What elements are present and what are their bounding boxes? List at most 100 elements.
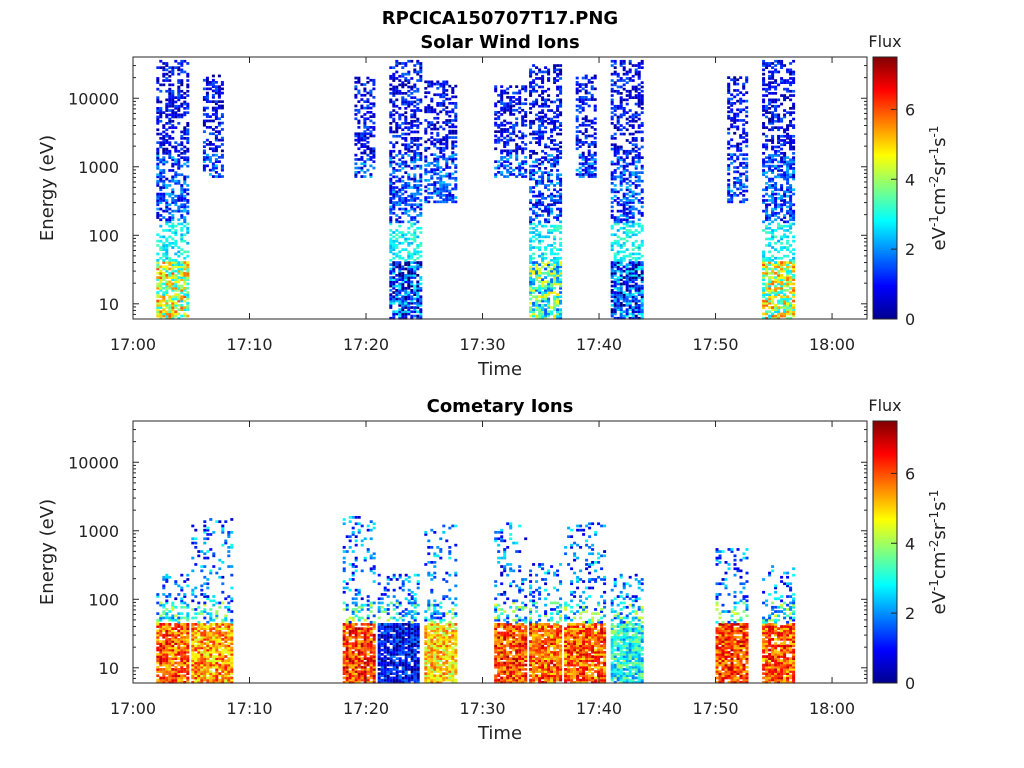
spectrogram-cell <box>162 124 166 127</box>
spectrogram-cell <box>171 271 175 275</box>
spectrogram-cell <box>622 132 626 136</box>
spectrogram-cell <box>427 146 431 150</box>
spectrogram-cell <box>214 106 218 110</box>
spectrogram-cell <box>413 109 417 112</box>
spectrogram-cell <box>532 209 536 213</box>
spectrogram-cell <box>792 134 796 138</box>
spectrogram-cell <box>610 299 614 303</box>
spectrogram-cell <box>202 123 206 127</box>
spectrogram-cell <box>156 659 160 663</box>
spectrogram-cell <box>211 164 215 168</box>
spectrogram-cell <box>389 205 393 209</box>
spectrogram-cell <box>401 248 405 251</box>
spectrogram-cell <box>177 96 181 99</box>
spectrogram-cell <box>789 94 793 97</box>
spectrogram-cell <box>559 132 563 136</box>
spectrogram-cell <box>165 252 169 256</box>
spectrogram-cell <box>494 138 498 142</box>
spectrogram-cell <box>372 83 376 86</box>
spectrogram-cell <box>416 314 420 318</box>
spectrogram-cell <box>521 173 525 176</box>
spectrogram-cell <box>792 169 796 172</box>
spectrogram-cell <box>619 171 623 174</box>
spectrogram-cell <box>162 299 166 303</box>
spectrogram-cell <box>454 95 458 99</box>
spectrogram-cell <box>156 640 160 643</box>
spectrogram-cell <box>363 106 367 110</box>
spectrogram-cell <box>162 659 166 663</box>
spectrogram-cell <box>538 126 542 129</box>
spectrogram-cell <box>613 143 617 147</box>
spectrogram-cell <box>220 91 224 95</box>
spectrogram-cell <box>544 113 548 117</box>
spectrogram-cell <box>575 117 579 121</box>
spectrogram-cell <box>424 185 428 189</box>
spectrogram-cell <box>442 200 446 204</box>
spectrogram-cell <box>547 244 551 247</box>
spectrogram-cell <box>211 93 215 97</box>
spectrogram-cell <box>637 276 641 279</box>
spectrogram-cell <box>404 72 408 76</box>
spectrogram-cell <box>445 164 449 167</box>
spectrogram-cell <box>156 648 160 652</box>
spectrogram-cell <box>559 280 563 284</box>
spectrogram-cell <box>777 117 781 121</box>
spectrogram-cell <box>424 157 428 161</box>
spectrogram-cell <box>168 665 172 669</box>
spectrogram-cell <box>538 130 542 134</box>
spectrogram-cell <box>628 173 632 177</box>
spectrogram-cell <box>451 110 455 114</box>
spectrogram-cell <box>165 256 169 260</box>
spectrogram-cell <box>622 173 626 177</box>
spectrogram-cell <box>413 276 417 279</box>
spectrogram-cell <box>162 259 166 262</box>
spectrogram-cell <box>159 192 163 196</box>
spectrogram-cell <box>556 248 560 251</box>
spectrogram-cell <box>454 129 458 133</box>
spectrogram-cell <box>789 188 793 192</box>
spectrogram-cell <box>786 137 790 140</box>
spectrogram-cell <box>538 94 542 97</box>
spectrogram-cell <box>529 265 533 269</box>
spectrogram-cell <box>637 62 641 65</box>
spectrogram-cell <box>494 175 498 178</box>
spectrogram-cell <box>159 642 163 645</box>
spectrogram-cell <box>631 267 635 271</box>
spectrogram-cell <box>789 301 793 305</box>
spectrogram-cell <box>363 126 367 129</box>
spectrogram-cell <box>159 66 163 69</box>
spectrogram-cell <box>774 167 778 170</box>
spectrogram-cell <box>538 124 542 127</box>
spectrogram-cell <box>547 218 551 222</box>
spectrogram-cell <box>771 231 775 234</box>
spectrogram-cell <box>392 66 396 69</box>
spectrogram-cell <box>171 678 175 682</box>
spectrogram-cell <box>211 106 215 110</box>
spectrogram-cell <box>494 113 498 116</box>
spectrogram-cell <box>165 107 169 110</box>
spectrogram-cell <box>762 209 766 213</box>
spectrogram-cell <box>780 197 784 200</box>
spectrogram-cell <box>416 244 420 247</box>
spectrogram-cell <box>553 194 557 198</box>
spectrogram-cell <box>410 130 414 134</box>
spectrogram-cell <box>360 166 364 170</box>
spectrogram-cell <box>518 96 522 99</box>
spectrogram-cell <box>389 278 393 281</box>
spectrogram-cell <box>535 286 539 290</box>
spectrogram-cell <box>366 117 370 121</box>
spectrogram-cell <box>559 301 563 305</box>
spectrogram-cell <box>186 184 190 187</box>
spectrogram-cell <box>762 289 766 292</box>
spectrogram-cell <box>177 278 181 281</box>
spectrogram-cell <box>733 102 737 105</box>
spectrogram-cell <box>622 107 626 110</box>
spectrogram-cell <box>416 70 420 74</box>
spectrogram-cell <box>159 314 163 318</box>
spectrogram-cell <box>392 117 396 121</box>
spectrogram-cell <box>559 201 563 204</box>
spectrogram-cell <box>762 104 766 108</box>
spectrogram-cell <box>628 293 632 296</box>
spectrogram-cell <box>500 162 504 166</box>
spectrogram-cell <box>727 140 731 144</box>
